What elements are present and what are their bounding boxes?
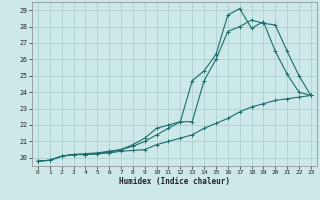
X-axis label: Humidex (Indice chaleur): Humidex (Indice chaleur)	[119, 177, 230, 186]
